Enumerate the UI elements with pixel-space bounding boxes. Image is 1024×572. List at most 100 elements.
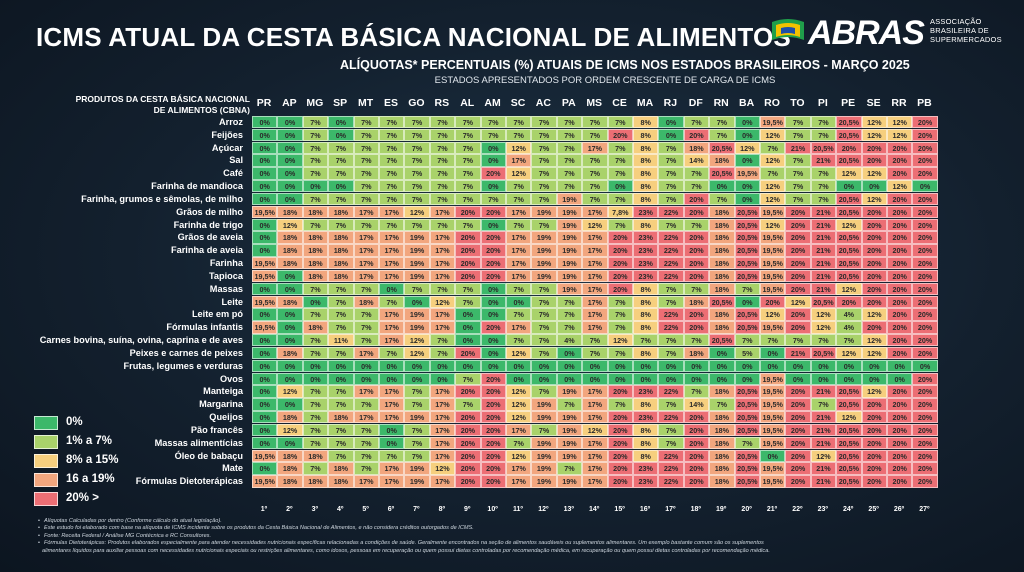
table-cell: 12% (277, 385, 303, 398)
table-cell: 19,5% (252, 321, 278, 334)
table-cell: 18% (709, 462, 735, 475)
table-cell: 20,5% (734, 308, 760, 321)
state-header: TO (790, 97, 805, 109)
table-cell: 20,5% (810, 141, 837, 154)
table-cell: 19% (556, 244, 583, 257)
table-cell: 7% (353, 282, 379, 296)
table-cell: 17% (379, 321, 405, 334)
table-cell: 8% (633, 218, 659, 231)
table-cell: 7% (683, 218, 710, 231)
product-label: Queijos (209, 412, 243, 423)
product-label: Farinha de mandioca (151, 181, 243, 192)
table-cell: 22% (658, 462, 684, 475)
product-label: Massas alimentícias (154, 437, 243, 448)
table-cell: 8% (633, 192, 659, 206)
rank-label: 2º (286, 506, 293, 513)
table-cell: 0% (582, 359, 608, 373)
state-header: MT (358, 97, 374, 109)
table-cell: 7% (302, 462, 329, 475)
table-cell: 7% (429, 192, 456, 206)
table-cell: 0% (861, 359, 887, 373)
table-cell: 19% (404, 244, 430, 257)
table-cell: 0% (506, 295, 532, 308)
table-cell: 17% (506, 154, 532, 167)
table-cell: 19% (556, 411, 583, 424)
product-label: Farinha, grumos e sêmolas, de milho (81, 193, 243, 204)
table-cell: 20% (887, 282, 913, 296)
state-header: RN (713, 97, 729, 109)
table-cell: 0% (302, 180, 329, 193)
table-cell: 19% (556, 205, 583, 219)
table-cell: 7% (455, 372, 481, 385)
table-cell: 20% (455, 475, 481, 488)
table-cell: 20% (887, 257, 913, 270)
table-cell: 14% (683, 154, 710, 167)
table-cell: 7% (455, 192, 481, 206)
table-cell: 0% (277, 116, 303, 129)
table-cell: 20% (607, 436, 633, 450)
table-cell: 7% (302, 167, 329, 180)
table-cell: 8% (633, 167, 659, 180)
table-cell: 7% (353, 334, 379, 347)
table-cell: 20% (861, 257, 887, 270)
table-cell: 19% (531, 411, 557, 424)
table-cell: 20,5% (734, 321, 760, 334)
table-cell: 7% (302, 436, 329, 450)
table-cell: 20% (785, 231, 811, 244)
table-cell: 0% (277, 334, 303, 347)
legend-swatch (34, 416, 58, 430)
table-cell: 23% (633, 462, 659, 475)
table-cell: 17% (429, 231, 456, 244)
state-header: PR (256, 97, 272, 109)
table-cell: 0% (734, 359, 760, 373)
table-cell: 20% (861, 154, 887, 167)
table-cell: 12% (607, 334, 633, 347)
table-cell: 20% (861, 141, 887, 154)
table-cell: 19,5% (760, 372, 786, 385)
table-cell: 20% (785, 398, 811, 411)
table-cell: 18% (709, 411, 735, 424)
table-cell: 20% (785, 423, 811, 437)
table-cell: 7% (658, 295, 684, 308)
table-cell: 23% (633, 205, 659, 219)
table-cell: 20% (785, 321, 811, 334)
table-cell: 21% (810, 282, 837, 296)
table-cell: 21% (810, 218, 837, 231)
table-cell: 20% (785, 244, 811, 257)
table-cell: 12% (887, 116, 913, 129)
table-cell: 7% (404, 449, 430, 462)
state-header: MA (636, 97, 654, 109)
table-cell: 20% (912, 231, 938, 244)
table-cell: 7% (683, 282, 710, 296)
table-cell: 7% (556, 154, 583, 167)
table-cell: 7% (531, 334, 557, 347)
table-cell: 19,5% (760, 231, 786, 244)
table-cell: 20% (607, 449, 633, 462)
table-cell: 20% (912, 346, 938, 360)
table-cell: 0% (252, 192, 278, 206)
products-column-header: PRODUTOS DA CESTA BÁSICA NACIONAL DE ALI… (75, 94, 250, 115)
table-cell: 19% (531, 269, 557, 283)
table-cell: 7% (556, 116, 583, 129)
table-cell: 21% (810, 462, 837, 475)
table-cell: 17% (506, 231, 532, 244)
table-cell: 0% (709, 372, 735, 385)
table-cell: 4% (556, 334, 583, 347)
table-cell: 20% (912, 154, 938, 167)
table-cell: 22% (658, 308, 684, 321)
table-cell: 20% (912, 462, 938, 475)
rank-label: 7º (413, 506, 420, 513)
table-cell: 20% (683, 449, 710, 462)
table-cell: 20% (785, 257, 811, 270)
table-cell: 7% (785, 116, 811, 129)
rank-label: 12º (538, 506, 549, 513)
table-cell: 20% (480, 244, 506, 257)
table-cell: 12% (404, 205, 430, 219)
table-cell: 20,5% (709, 334, 735, 347)
table-cell: 19% (404, 321, 430, 334)
table-cell: 20% (887, 398, 913, 411)
rank-label: 14º (589, 506, 600, 513)
table-cell: 17% (353, 411, 379, 424)
table-cell: 20% (912, 282, 938, 296)
product-label: Feijões (211, 129, 243, 140)
